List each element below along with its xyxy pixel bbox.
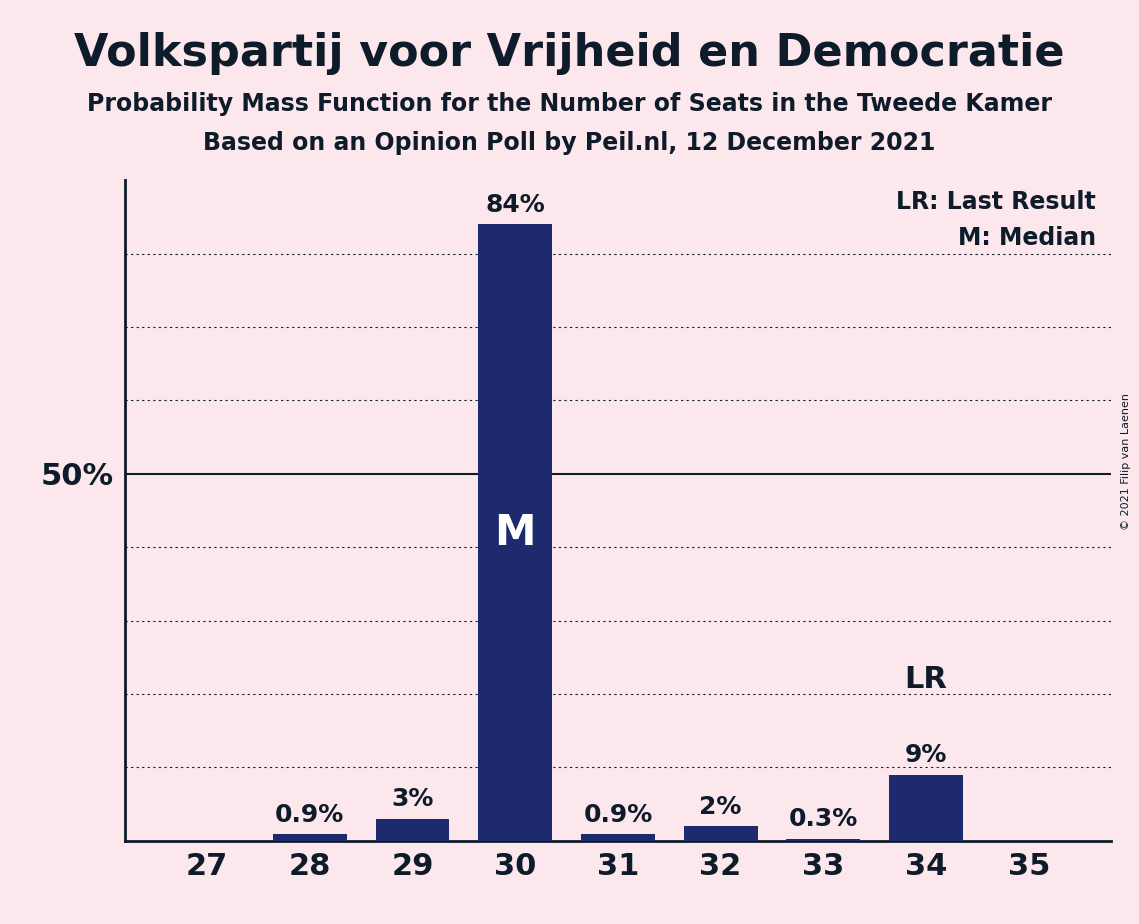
Bar [376, 819, 450, 841]
Text: © 2021 Filip van Laenen: © 2021 Filip van Laenen [1121, 394, 1131, 530]
Text: Probability Mass Function for the Number of Seats in the Tweede Kamer: Probability Mass Function for the Number… [87, 92, 1052, 116]
Text: Based on an Opinion Poll by Peil.nl, 12 December 2021: Based on an Opinion Poll by Peil.nl, 12 … [204, 131, 935, 155]
Bar [890, 774, 964, 841]
Text: M: M [494, 512, 536, 553]
Text: 84%: 84% [485, 193, 546, 217]
Text: 3%: 3% [392, 787, 434, 811]
Text: 0.3%: 0.3% [788, 808, 858, 832]
Text: 0.9%: 0.9% [583, 803, 653, 827]
Bar [581, 834, 655, 841]
Bar [786, 839, 860, 841]
Bar [683, 826, 757, 841]
Text: 9%: 9% [904, 744, 948, 768]
Text: LR: Last Result: LR: Last Result [896, 190, 1096, 214]
Bar [478, 225, 552, 841]
Bar [272, 834, 346, 841]
Text: Volkspartij voor Vrijheid en Democratie: Volkspartij voor Vrijheid en Democratie [74, 32, 1065, 76]
Text: 0.9%: 0.9% [276, 803, 344, 827]
Text: LR: LR [904, 665, 948, 694]
Text: M: Median: M: Median [958, 226, 1096, 250]
Text: 2%: 2% [699, 795, 741, 819]
